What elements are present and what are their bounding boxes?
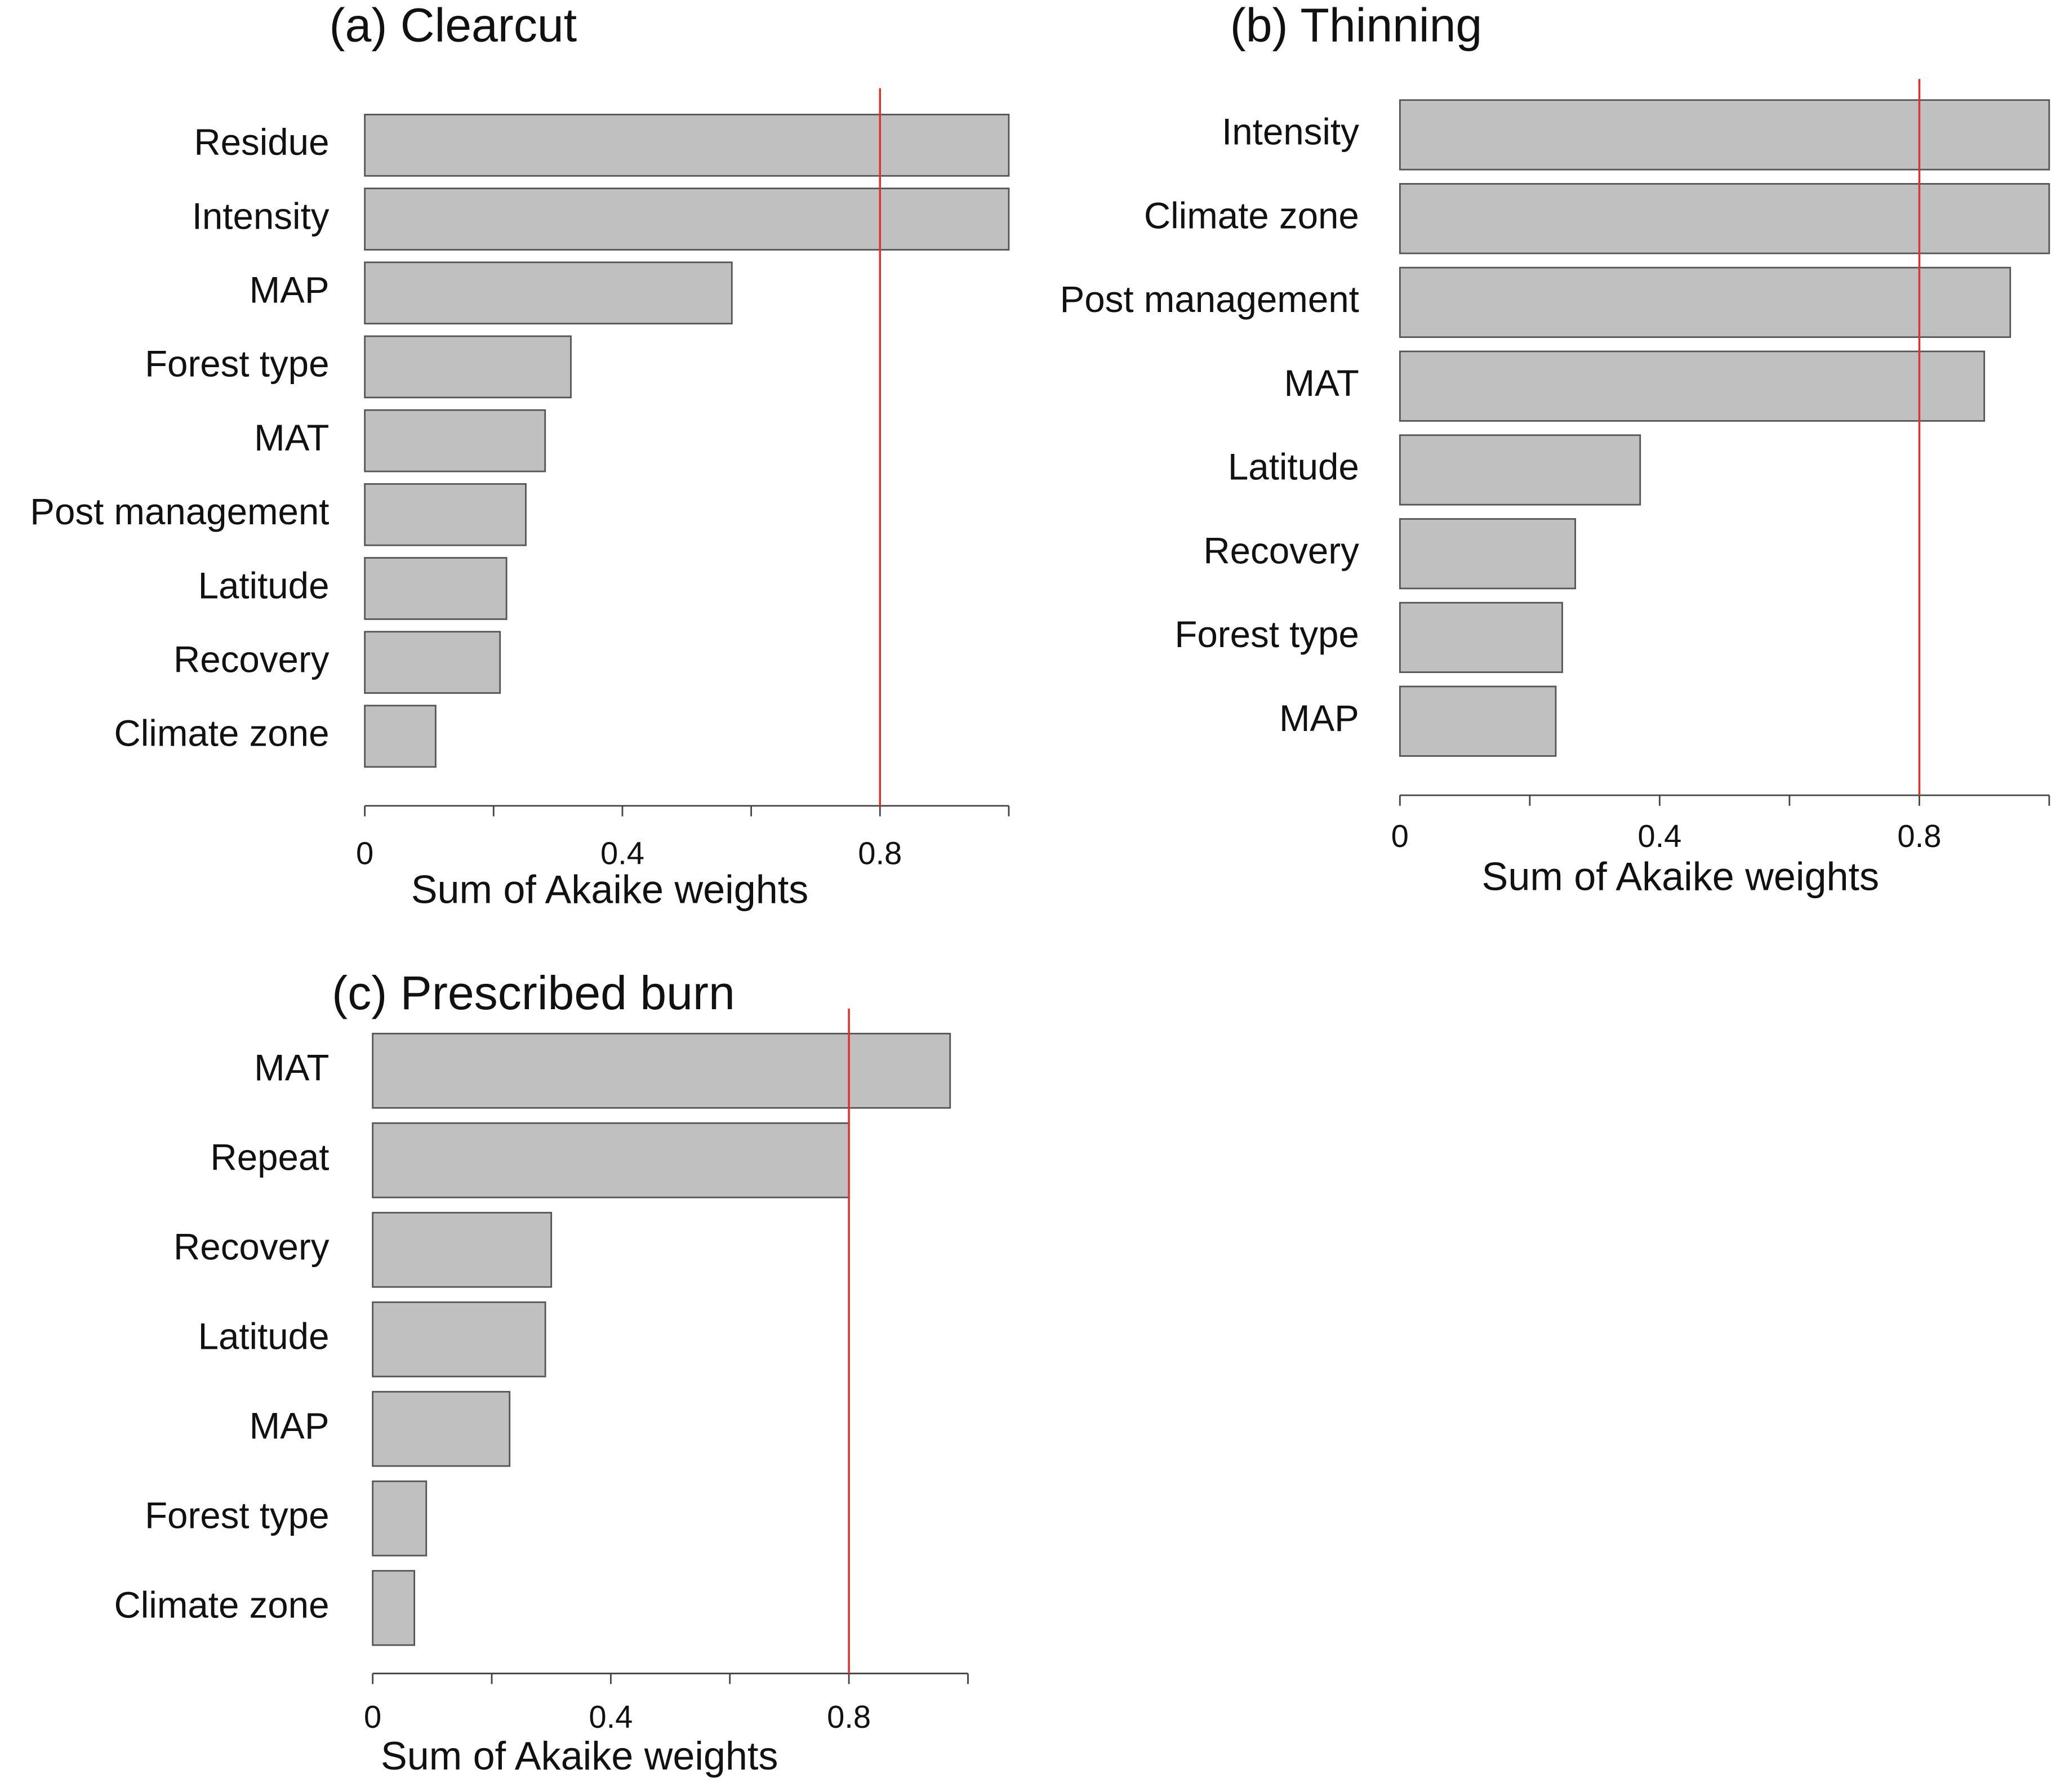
y-tick-label: MAP — [250, 1406, 330, 1447]
x-tick-label: 0.4 — [589, 1699, 633, 1735]
panel-title: (b) Thinning — [1230, 0, 1483, 52]
y-tick-label: Recovery — [1203, 530, 1359, 571]
y-tick-label: Forest type — [145, 344, 329, 385]
y-tick-label: Recovery — [173, 639, 330, 680]
bar — [364, 483, 527, 546]
bar — [364, 261, 733, 325]
panel-title: (a) Clearcut — [330, 0, 577, 52]
bar — [364, 114, 1010, 177]
y-tick-label: Latitude — [198, 1316, 330, 1357]
bar — [372, 1301, 546, 1378]
y-tick-label: Recovery — [173, 1227, 330, 1268]
bar — [372, 1570, 416, 1646]
x-tick-label: 0.8 — [858, 836, 902, 871]
y-tick-label: MAT — [1284, 363, 1359, 404]
x-tick-label: 0 — [364, 1699, 381, 1735]
x-tick-label: 0 — [1391, 818, 1409, 854]
y-tick-label: Forest type — [1174, 614, 1359, 655]
bar — [1399, 266, 2011, 338]
bar — [364, 557, 508, 620]
x-axis-label: Sum of Akaike weights — [1482, 854, 1880, 898]
x-tick-label: 0.4 — [600, 836, 644, 871]
bar — [364, 188, 1010, 251]
bar — [364, 335, 572, 399]
y-tick-label: Forest type — [145, 1495, 329, 1536]
y-tick-label: Post management — [1060, 279, 1359, 320]
x-axis-label: Sum of Akaike weights — [381, 1734, 778, 1778]
x-tick-label: 0.8 — [827, 1699, 871, 1735]
y-tick-label: Climate zone — [114, 1584, 330, 1625]
y-tick-label: Intensity — [1222, 112, 1359, 153]
bar — [372, 1032, 951, 1109]
y-tick-label: Latitude — [198, 565, 330, 606]
bar — [1399, 434, 1641, 506]
y-tick-label: MAT — [254, 417, 329, 458]
x-tick-label: 0 — [356, 836, 373, 871]
y-tick-label: Climate zone — [1144, 195, 1359, 236]
y-tick-label: Residue — [194, 122, 329, 163]
y-tick-label: Repeat — [210, 1137, 329, 1178]
y-tick-label: Post management — [30, 491, 329, 532]
bar — [372, 1122, 850, 1198]
bar — [364, 705, 437, 768]
bar — [1399, 601, 1563, 674]
bar — [1399, 99, 2050, 171]
y-tick-label: Climate zone — [114, 713, 330, 754]
bar — [372, 1211, 553, 1288]
bar — [1399, 518, 1576, 590]
bar — [1399, 685, 1557, 757]
panel-title: (c) Prescribed burn — [332, 966, 735, 1019]
x-axis-label: Sum of Akaike weights — [411, 868, 809, 912]
bar — [372, 1480, 428, 1557]
bar — [364, 631, 501, 694]
y-tick-label: MAP — [1279, 698, 1359, 739]
x-tick-label: 0.8 — [1897, 818, 1941, 854]
x-tick-label: 0.4 — [1637, 818, 1681, 854]
bar — [1399, 183, 2050, 255]
y-tick-label: MAP — [250, 270, 330, 311]
y-tick-label: MAT — [254, 1047, 329, 1089]
y-tick-label: Latitude — [1228, 447, 1359, 488]
bar — [364, 409, 546, 472]
bar — [1399, 350, 1986, 422]
y-tick-label: Intensity — [192, 195, 330, 237]
bar — [372, 1390, 511, 1467]
